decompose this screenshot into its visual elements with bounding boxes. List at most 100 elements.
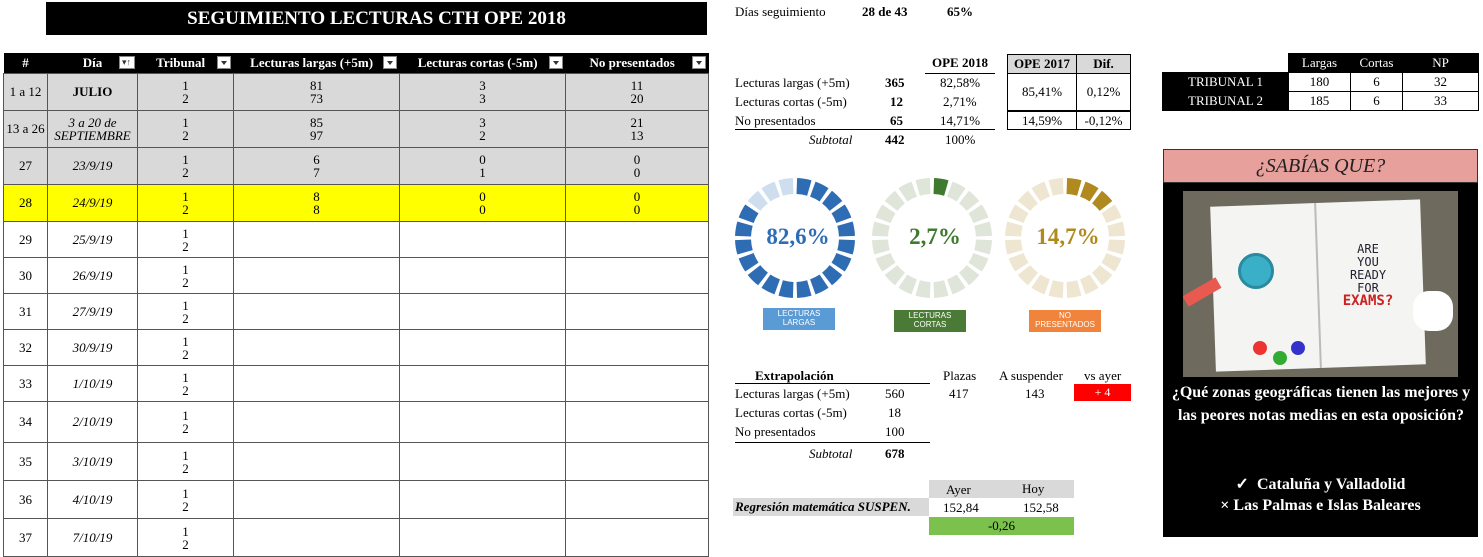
cell-dia[interactable]: 27/9/19 xyxy=(47,293,138,330)
cell-num[interactable]: 37 xyxy=(3,518,48,557)
cell-dia[interactable]: 3 a 20 de SEPTIEMBRE xyxy=(47,110,138,148)
table-row: 13 a 26 3 a 20 de SEPTIEMBRE 1 2 85 97 3 2 21 13 xyxy=(3,110,709,148)
filter-dropdown-icon[interactable] xyxy=(691,56,706,69)
cell-cortas[interactable] xyxy=(399,442,566,481)
cell-num[interactable]: 13 a 26 xyxy=(3,110,48,148)
cell-num[interactable]: 32 xyxy=(3,329,48,366)
extrapolacion-suspender: 143 xyxy=(1025,386,1045,401)
donut-segment xyxy=(1005,239,1023,255)
cell-dia[interactable]: 23/9/19 xyxy=(47,147,138,185)
cell-num[interactable]: 30 xyxy=(3,257,48,294)
tribunal-table: Largas Cortas NP TRIBUNAL 1 180 6 32 TRI… xyxy=(1162,53,1479,111)
cell-largas[interactable]: 81 73 xyxy=(233,73,400,111)
cell-largas[interactable] xyxy=(233,293,400,330)
filter-dropdown-icon[interactable] xyxy=(216,56,231,69)
seguimiento-label: Días seguimiento xyxy=(735,4,826,19)
cell-dia[interactable]: 26/9/19 xyxy=(47,257,138,294)
cell-np[interactable]: 21 13 xyxy=(565,110,709,148)
cell-num[interactable]: 1 a 12 xyxy=(3,73,48,111)
cell-dia[interactable]: 24/9/19 xyxy=(47,184,138,222)
cell-np[interactable] xyxy=(565,480,709,519)
donut-segment xyxy=(831,204,852,223)
cell-np[interactable] xyxy=(565,329,709,366)
cell-largas[interactable]: 85 97 xyxy=(233,110,400,148)
cell-dia[interactable]: 4/10/19 xyxy=(47,480,138,519)
cell-num[interactable]: 36 xyxy=(3,480,48,519)
cell-cortas[interactable] xyxy=(399,293,566,330)
regresion-ayer: 152,84 xyxy=(943,500,979,515)
cell-largas[interactable] xyxy=(233,401,400,443)
cell-largas[interactable] xyxy=(233,257,400,294)
cell-dia[interactable]: 1/10/19 xyxy=(47,365,138,402)
cell-dia[interactable]: 2/10/19 xyxy=(47,401,138,443)
cell-np[interactable] xyxy=(565,365,709,402)
check-icon: ✓ xyxy=(1235,476,1249,493)
ope2017-np: 14,59% xyxy=(1007,111,1077,130)
sabias-worst: × Las Palmas e Islas Baleares xyxy=(1220,497,1421,514)
donut-segment xyxy=(831,253,852,272)
cell-num[interactable]: 35 xyxy=(3,442,48,481)
cell-num[interactable]: 29 xyxy=(3,221,48,258)
cell-largas[interactable] xyxy=(233,518,400,557)
summary-header-dif: Dif. xyxy=(1076,54,1131,74)
cell-cortas[interactable] xyxy=(399,401,566,443)
tribunal-1-largas: 180 xyxy=(1288,72,1351,92)
cell-largas[interactable] xyxy=(233,480,400,519)
cell-num[interactable]: 27 xyxy=(3,147,48,185)
regresion-header-ayer: Ayer xyxy=(946,482,971,497)
cell-cortas[interactable] xyxy=(399,365,566,402)
cell-np[interactable] xyxy=(565,401,709,443)
sort-icon[interactable]: ▾↑ xyxy=(118,56,135,69)
filter-dropdown-icon[interactable] xyxy=(382,56,397,69)
cell-dia[interactable]: 30/9/19 xyxy=(47,329,138,366)
cell-np[interactable] xyxy=(565,257,709,294)
cell-cortas[interactable] xyxy=(399,518,566,557)
cell-np[interactable] xyxy=(565,221,709,258)
cell-largas[interactable] xyxy=(233,221,400,258)
cell-num[interactable]: 33 xyxy=(3,365,48,402)
cell-cortas[interactable] xyxy=(399,329,566,366)
cell-num[interactable]: 31 xyxy=(3,293,48,330)
filter-dropdown-icon[interactable] xyxy=(548,56,563,69)
cell-dia[interactable]: 3/10/19 xyxy=(47,442,138,481)
cell-dia[interactable]: 25/9/19 xyxy=(47,221,138,258)
cell-cortas[interactable] xyxy=(399,221,566,258)
cell-np[interactable] xyxy=(565,518,709,557)
cell-num[interactable]: 28 xyxy=(3,184,48,222)
cell-dia[interactable]: 7/10/19 xyxy=(47,518,138,557)
cell-np[interactable] xyxy=(565,442,709,481)
summary-header-ope2017: OPE 2017 xyxy=(1007,54,1077,74)
cell-largas[interactable] xyxy=(233,442,400,481)
cell-num[interactable]: 34 xyxy=(3,401,48,443)
cell-cortas[interactable] xyxy=(399,257,566,294)
cell-largas[interactable] xyxy=(233,365,400,402)
summary-subtotal-pct: 100% xyxy=(945,132,976,147)
cell-np[interactable]: 11 20 xyxy=(565,73,709,111)
cell-cortas[interactable] xyxy=(399,480,566,519)
extrapolacion-plazas: 417 xyxy=(949,386,969,401)
cell-dia[interactable]: JULIO xyxy=(47,73,138,111)
cell-np[interactable] xyxy=(565,293,709,330)
cell-largas[interactable] xyxy=(233,329,400,366)
